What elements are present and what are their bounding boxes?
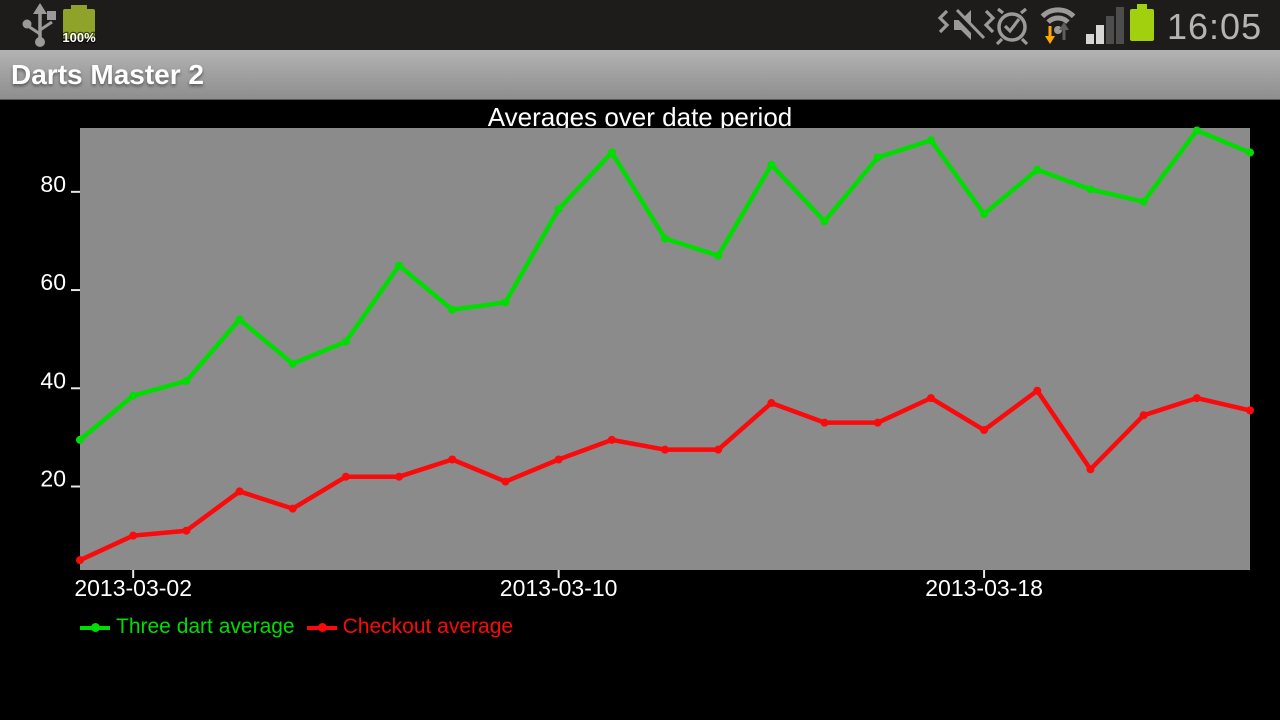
series-point-three-dart-average bbox=[448, 305, 457, 314]
series-point-three-dart-average bbox=[1139, 197, 1148, 206]
chart-title: Averages over date period bbox=[487, 102, 793, 132]
series-point-three-dart-average bbox=[395, 261, 404, 270]
series-point-three-dart-average bbox=[1033, 165, 1042, 174]
series-point-three-dart-average bbox=[873, 153, 882, 162]
series-point-checkout-average bbox=[1086, 465, 1095, 474]
series-point-checkout-average bbox=[76, 556, 84, 565]
series-point-checkout-average bbox=[873, 418, 882, 427]
y-axis-label: 40 bbox=[40, 367, 66, 393]
download-arrow-icon bbox=[1045, 26, 1055, 44]
series-point-three-dart-average bbox=[767, 160, 776, 169]
series-point-checkout-average bbox=[661, 445, 669, 454]
series-point-three-dart-average bbox=[607, 148, 616, 157]
chart-legend: Three dart average Checkout average bbox=[80, 615, 513, 639]
x-axis-label: 2013-03-02 bbox=[74, 575, 192, 601]
series-point-checkout-average bbox=[288, 504, 297, 513]
series-point-three-dart-average bbox=[714, 251, 723, 260]
app-title: Darts Master 2 bbox=[11, 59, 204, 90]
series-point-three-dart-average bbox=[501, 298, 510, 307]
series-point-checkout-average bbox=[395, 472, 404, 481]
legend-label: Checkout average bbox=[342, 615, 514, 638]
y-axis-label: 20 bbox=[40, 466, 66, 492]
series-point-checkout-average bbox=[607, 435, 616, 444]
series-point-checkout-average bbox=[341, 472, 350, 481]
status-bar-icons: 100% bbox=[22, 3, 1262, 47]
series-point-checkout-average bbox=[767, 399, 776, 408]
battery-icon bbox=[1130, 4, 1154, 41]
series-point-three-dart-average bbox=[980, 209, 989, 218]
usb-icon bbox=[22, 3, 56, 47]
x-axis-label: 2013-03-10 bbox=[500, 575, 618, 601]
series-point-checkout-average bbox=[1139, 411, 1148, 420]
battery-charge-level-icon: 100% bbox=[61, 5, 97, 46]
averages-chart: 20 40 60 80 2013-03-02 2013-03-10 2013-03-18 bbox=[40, 126, 1254, 601]
y-axis-label: 60 bbox=[40, 269, 66, 295]
series-point-checkout-average bbox=[820, 418, 829, 427]
signal-icon bbox=[1086, 7, 1124, 44]
legend-marker-icon bbox=[80, 618, 110, 637]
series-point-checkout-average bbox=[448, 455, 457, 464]
series-point-three-dart-average bbox=[926, 136, 935, 145]
series-point-three-dart-average bbox=[235, 315, 244, 324]
battery-percent-label: 100% bbox=[62, 30, 96, 45]
series-point-three-dart-average bbox=[288, 359, 297, 368]
alarm-icon bbox=[995, 7, 1029, 46]
series-point-checkout-average bbox=[1192, 394, 1201, 403]
legend-marker-icon bbox=[306, 618, 337, 637]
chart-plot-area[interactable] bbox=[80, 128, 1250, 570]
upload-arrow-icon bbox=[1059, 22, 1069, 40]
series-point-checkout-average bbox=[1033, 386, 1042, 395]
series-point-checkout-average bbox=[129, 531, 138, 540]
series-point-three-dart-average bbox=[341, 337, 350, 346]
series-point-checkout-average bbox=[554, 455, 563, 464]
legend-item-three-dart-average: Three dart average bbox=[80, 616, 295, 638]
series-point-three-dart-average bbox=[76, 435, 84, 444]
series-point-checkout-average bbox=[235, 487, 244, 496]
series-point-checkout-average bbox=[926, 394, 935, 403]
series-point-three-dart-average bbox=[129, 391, 138, 400]
series-point-three-dart-average bbox=[182, 376, 191, 385]
vibrate-icon bbox=[937, 8, 996, 43]
y-axis-label: 80 bbox=[40, 171, 66, 197]
series-point-checkout-average bbox=[501, 477, 510, 486]
series-point-three-dart-average bbox=[1246, 148, 1254, 157]
series-point-checkout-average bbox=[714, 445, 723, 454]
status-bar-clock: 16:05 bbox=[1167, 6, 1262, 47]
legend-item-checkout-average: Checkout average bbox=[306, 615, 514, 638]
series-point-three-dart-average bbox=[1192, 126, 1201, 135]
series-point-three-dart-average bbox=[820, 217, 829, 226]
series-point-three-dart-average bbox=[661, 234, 669, 243]
series-point-checkout-average bbox=[1246, 406, 1254, 415]
series-point-three-dart-average bbox=[1086, 185, 1095, 194]
series-point-checkout-average bbox=[182, 526, 191, 535]
wifi-icon bbox=[1040, 7, 1076, 44]
legend-label: Three dart average bbox=[116, 615, 295, 638]
x-axis-label: 2013-03-18 bbox=[925, 575, 1043, 601]
series-point-three-dart-average bbox=[554, 205, 563, 214]
series-point-checkout-average bbox=[980, 426, 989, 435]
title-bar: Darts Master 2 bbox=[0, 50, 1280, 100]
status-bar: 100% bbox=[0, 0, 1280, 50]
